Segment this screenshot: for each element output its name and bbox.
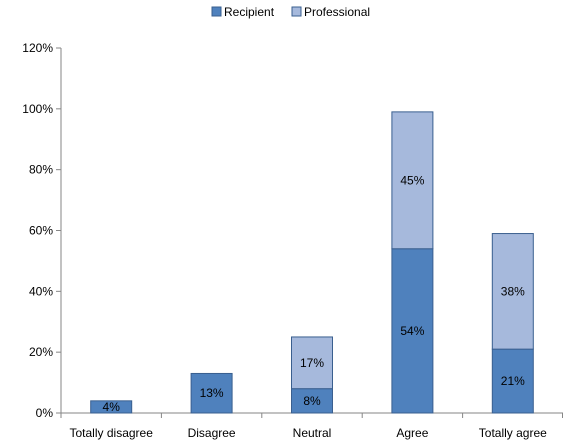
bar-professional-neutral: [291, 336, 333, 390]
data-label: 4%: [103, 400, 121, 414]
bar-professional-totally-agree: [491, 233, 534, 350]
y-axis: 0% 20% 40% 60% 80% 100% 120%: [22, 41, 62, 420]
y-tick-label: 80%: [29, 163, 53, 177]
data-label: 45%: [400, 173, 424, 187]
bars: [90, 111, 534, 414]
bar-recipient-disagree: [190, 372, 233, 414]
y-tick-label: 20%: [29, 345, 53, 359]
y-tick-label: 40%: [29, 284, 53, 298]
y-tick-label: 0%: [36, 406, 54, 420]
x-tick-label: Totally agree: [479, 426, 547, 440]
y-tick-label: 100%: [22, 102, 53, 116]
bar-recipient-agree: [391, 248, 434, 414]
data-label: 8%: [303, 394, 321, 408]
y-tick-label: 60%: [29, 224, 53, 238]
data-label: 21%: [501, 374, 525, 388]
x-axis: Totally disagree Disagree Neutral Agree Tota…: [60, 412, 563, 440]
legend-swatch-professional: [291, 6, 302, 17]
y-tick-label: 120%: [22, 41, 53, 55]
legend: Recipient Professional: [211, 5, 370, 19]
legend-label-professional: Professional: [304, 5, 370, 19]
x-tick-label: Agree: [396, 426, 428, 440]
data-label: 13%: [200, 386, 224, 400]
data-label: 38%: [501, 284, 525, 298]
x-tick-label: Totally disagree: [70, 426, 154, 440]
x-tick-label: Disagree: [188, 426, 236, 440]
legend-swatch-recipient: [211, 6, 222, 17]
bar-recipient-totally-agree: [491, 348, 534, 414]
bar-recipient-totally-disagree: [90, 400, 133, 414]
legend-label-recipient: Recipient: [224, 5, 275, 19]
x-tick-label: Neutral: [293, 426, 332, 440]
data-label: 54%: [400, 324, 424, 338]
bar-professional-agree: [391, 111, 434, 250]
data-label: 17%: [300, 356, 324, 370]
data-labels: 4% 13% 8% 17% 54% 45% 21% 38%: [103, 173, 526, 414]
